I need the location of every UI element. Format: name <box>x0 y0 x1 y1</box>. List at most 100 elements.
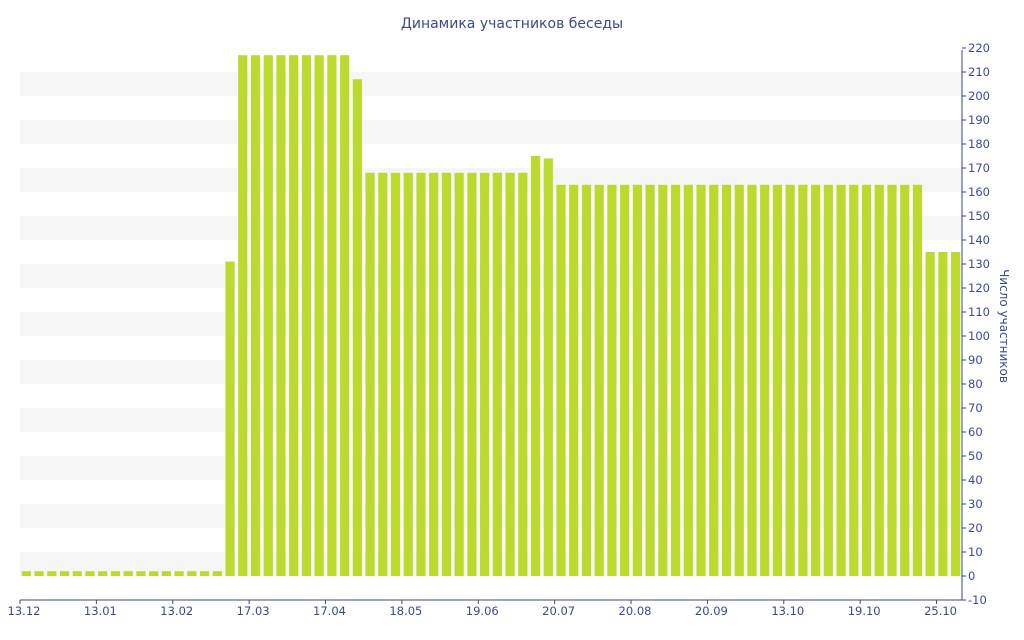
bar <box>671 184 681 577</box>
bar <box>594 184 604 577</box>
y-tick-label: 50 <box>968 449 983 463</box>
bar <box>518 172 528 577</box>
y-tick-label: 0 <box>968 569 975 583</box>
bar <box>276 55 286 576</box>
bar <box>365 172 375 577</box>
y-tick-label: 170 <box>968 161 990 175</box>
bar <box>721 184 732 577</box>
x-ticks: 13.12 13.01 13.02 17.03 17.04 18.05 19.06 20.07… <box>8 600 957 618</box>
x-tick-label: 25.10 <box>924 604 957 618</box>
bar <box>530 156 541 576</box>
bar-series <box>21 55 961 577</box>
bar <box>938 252 948 576</box>
bar <box>238 55 248 576</box>
bar <box>250 55 261 576</box>
bar <box>543 158 553 576</box>
y-tick-label: 60 <box>968 425 983 439</box>
bar <box>480 172 490 577</box>
bar <box>301 55 312 576</box>
bar <box>263 55 273 576</box>
bar <box>123 571 133 576</box>
y-tick-label: 40 <box>968 473 983 487</box>
x-tick-label: 20.07 <box>542 604 575 618</box>
y-tick-label: 90 <box>968 353 983 367</box>
bar <box>632 184 642 577</box>
bar <box>467 172 477 577</box>
x-tick-label: 13.02 <box>160 604 193 618</box>
grid-band <box>20 168 962 192</box>
bar <box>340 55 350 576</box>
bar <box>747 184 757 577</box>
bar <box>429 172 439 577</box>
grid-band <box>20 408 962 432</box>
bar <box>849 184 859 577</box>
bar <box>836 184 846 577</box>
bar <box>416 172 426 577</box>
bar <box>505 172 515 577</box>
bar <box>772 184 783 577</box>
grid-band <box>20 312 962 336</box>
chart-title: Динамика участников беседы <box>401 16 623 32</box>
bar <box>72 571 82 576</box>
x-tick-label: 20.08 <box>619 604 652 618</box>
bar <box>47 571 57 576</box>
bar <box>136 571 146 576</box>
y-tick-label: -10 <box>968 593 987 607</box>
bar <box>645 184 655 577</box>
bar <box>798 184 808 577</box>
y-tick-label: 160 <box>968 185 990 199</box>
grid-bands <box>20 72 962 576</box>
y-tick-label: 110 <box>968 305 990 319</box>
y-tick-label: 190 <box>968 113 990 127</box>
bar <box>454 172 464 577</box>
bar <box>887 184 897 577</box>
bar <box>314 55 324 576</box>
bar <box>85 571 95 576</box>
grid-band <box>20 360 962 384</box>
y-tick-label: 30 <box>968 497 983 511</box>
x-tick-label: 17.04 <box>313 604 346 618</box>
x-tick-label: 13.12 <box>8 604 41 618</box>
y-axis-label: Число участников <box>997 269 1011 383</box>
grid-band <box>20 456 962 480</box>
bar <box>225 261 235 576</box>
bar <box>925 252 935 576</box>
y-tick-label: 210 <box>968 65 990 79</box>
bar <box>874 184 884 577</box>
bar <box>709 184 719 577</box>
bar <box>951 252 961 576</box>
bar <box>556 184 566 577</box>
grid-band <box>20 216 962 240</box>
y-tick-label: 80 <box>968 377 983 391</box>
y-tick-label: 140 <box>968 233 990 247</box>
x-tick-label: 13.01 <box>84 604 117 618</box>
bar <box>327 55 337 576</box>
grid-band <box>20 264 962 288</box>
x-tick-label: 19.06 <box>466 604 499 618</box>
bar <box>785 184 795 577</box>
y-tick-label: 130 <box>968 257 990 271</box>
bar <box>212 571 222 576</box>
bar <box>21 571 31 576</box>
bar <box>161 571 171 576</box>
bar <box>390 172 401 577</box>
bar <box>98 571 108 576</box>
bar <box>149 571 159 576</box>
y-tick-label: 120 <box>968 281 990 295</box>
bar <box>378 172 388 577</box>
bar <box>569 184 579 577</box>
bar <box>607 184 617 577</box>
bar <box>760 184 770 577</box>
grid-band <box>20 552 962 576</box>
bar <box>734 184 744 577</box>
bar <box>174 571 184 576</box>
bar <box>289 55 299 576</box>
bar <box>110 571 121 576</box>
y-tick-label: 100 <box>968 329 990 343</box>
axes <box>20 50 963 601</box>
bar <box>620 184 630 577</box>
x-tick-label: 19.10 <box>848 604 881 618</box>
bar <box>823 184 833 577</box>
bar <box>696 184 706 577</box>
grid-band <box>20 72 962 96</box>
